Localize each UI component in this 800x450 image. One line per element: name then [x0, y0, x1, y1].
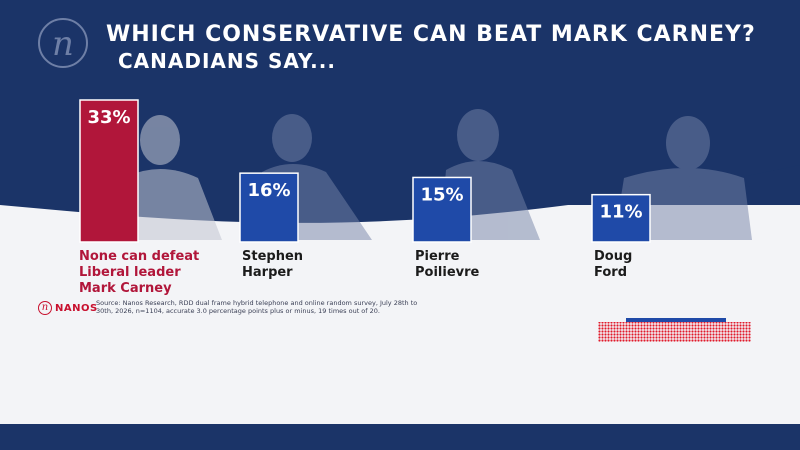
bar-0: [79, 99, 139, 243]
page-title: WHICH CONSERVATIVE CAN BEAT MARK CARNEY?: [106, 22, 756, 47]
carney-photo-silhouette: [120, 115, 222, 240]
bar-value-label-2: 15%: [420, 184, 463, 205]
nanos-logo-icon: n: [38, 18, 88, 68]
nanos-brand: n NANOS: [38, 300, 98, 316]
bar-1: [239, 172, 299, 243]
category-label-1: Stephen Harper: [242, 249, 304, 280]
category-label-3: Doug Ford: [594, 249, 633, 280]
bar-value-label-3: 11%: [599, 202, 642, 223]
bar-3: [591, 193, 651, 243]
page-subtitle: CANADIANS SAY...: [118, 49, 336, 73]
flag-graphic: [598, 318, 751, 342]
bar-2: [412, 176, 472, 243]
bar-value-label-1: 16%: [247, 180, 290, 201]
category-label-0: None can defeat Liberal leader Mark Carn…: [79, 249, 200, 296]
nanos-wordmark: NANOS: [55, 302, 98, 314]
logo-letter: n: [52, 24, 74, 64]
category-label-2: Pierre Poilievre: [415, 249, 480, 280]
source-note: Source: Nanos Research, RDD dual frame h…: [96, 299, 418, 315]
footer-band: [0, 424, 800, 450]
nanos-mark-icon: n: [38, 301, 52, 315]
bar-value-label-0: 33%: [87, 107, 130, 128]
